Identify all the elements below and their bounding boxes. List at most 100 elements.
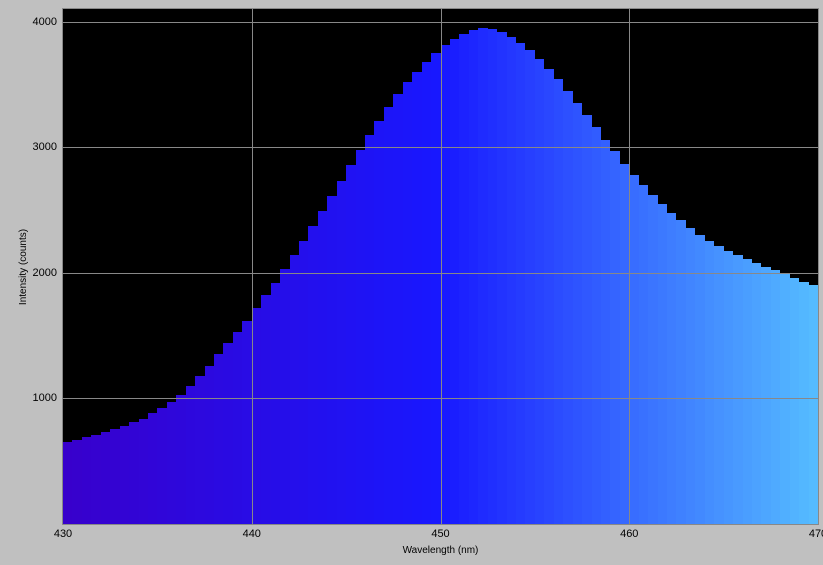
- spectrum-bar: [714, 9, 723, 524]
- spectrum-bar-fill: [242, 321, 251, 524]
- spectrum-bar-fill: [497, 32, 506, 524]
- spectrum-bar: [507, 9, 516, 524]
- grid-vertical: [629, 9, 630, 524]
- spectrum-bar: [318, 9, 327, 524]
- spectrum-bar: [431, 9, 440, 524]
- spectrum-bar-fill: [148, 413, 157, 524]
- y-tick-label: 2000: [33, 267, 57, 279]
- spectrum-bar: [610, 9, 619, 524]
- spectrum-bar-fill: [261, 295, 270, 524]
- spectrum-bar-fill: [327, 196, 336, 524]
- spectrum-bar: [422, 9, 431, 524]
- spectrum-bar-fill: [393, 94, 402, 524]
- spectrum-bar: [620, 9, 629, 524]
- spectrum-bar: [242, 9, 251, 524]
- spectrum-bar-fill: [91, 435, 100, 524]
- spectrum-bar: [299, 9, 308, 524]
- spectrum-bar-fill: [120, 426, 129, 524]
- spectrum-bar-fill: [525, 50, 534, 524]
- spectrum-bar: [63, 9, 72, 524]
- spectrum-bar: [233, 9, 242, 524]
- spectrum-bar-fill: [648, 195, 657, 524]
- x-tick-label: 460: [620, 528, 638, 540]
- spectrum-bar: [516, 9, 525, 524]
- spectrum-bar-fill: [63, 442, 72, 524]
- spectrum-bar-fill: [384, 107, 393, 524]
- spectrum-bar-fill: [563, 91, 572, 524]
- spectrum-bar: [374, 9, 383, 524]
- spectrum-bar: [82, 9, 91, 524]
- spectrum-bar-fill: [535, 59, 544, 524]
- spectrum-bar-fill: [271, 283, 280, 524]
- spectrum-bar: [469, 9, 478, 524]
- spectrum-bar-fill: [658, 204, 667, 524]
- spectrum-bar-fill: [356, 150, 365, 524]
- spectrum-bar-fill: [752, 263, 761, 524]
- spectrum-bar-fill: [110, 429, 119, 524]
- spectrum-bar: [459, 9, 468, 524]
- spectrum-bar-fill: [507, 37, 516, 524]
- spectrum-bar-fill: [318, 211, 327, 524]
- spectrum-bar-fill: [167, 402, 176, 524]
- spectrum-bar: [337, 9, 346, 524]
- spectrum-bar-fill: [695, 235, 704, 524]
- spectrum-bar-fill: [214, 354, 223, 524]
- spectrum-bar-fill: [205, 366, 214, 524]
- spectrum-bar: [167, 9, 176, 524]
- spectrum-bar-fill: [403, 82, 412, 524]
- spectrum-bar-fill: [139, 419, 148, 525]
- spectrum-bar: [450, 9, 459, 524]
- spectrum-bar-fill: [724, 251, 733, 524]
- grid-horizontal: [63, 22, 818, 23]
- spectrum-bar: [582, 9, 591, 524]
- grid-vertical: [441, 9, 442, 524]
- spectrum-bar: [497, 9, 506, 524]
- spectrum-bar-fill: [374, 121, 383, 524]
- spectrum-bar-fill: [72, 440, 81, 524]
- spectrum-bar: [658, 9, 667, 524]
- spectrum-bar: [72, 9, 81, 524]
- spectrum-bar-fill: [337, 181, 346, 524]
- spectrum-bar: [695, 9, 704, 524]
- spectrum-bar: [91, 9, 100, 524]
- grid-vertical: [252, 9, 253, 524]
- spectrum-bar: [129, 9, 138, 524]
- spectrum-bar-fill: [488, 29, 497, 524]
- spectrum-bar-fill: [252, 308, 261, 524]
- spectrum-bar: [478, 9, 487, 524]
- spectrum-chart: 4304404504604701000200030004000 Waveleng…: [0, 0, 823, 565]
- spectrum-bar-fill: [431, 53, 440, 524]
- x-axis-label: Wavelength (nm): [403, 545, 479, 556]
- spectrum-bar: [554, 9, 563, 524]
- grid-horizontal: [63, 273, 818, 274]
- spectrum-bar-fill: [290, 255, 299, 524]
- spectrum-bar: [799, 9, 808, 524]
- y-tick-label: 1000: [33, 392, 57, 404]
- spectrum-bar: [110, 9, 119, 524]
- spectrum-bar-fill: [639, 185, 648, 524]
- spectrum-bar: [261, 9, 270, 524]
- spectrum-bar-fill: [346, 165, 355, 524]
- spectrum-bar: [743, 9, 752, 524]
- spectrum-bar-fill: [705, 241, 714, 524]
- spectrum-bar: [667, 9, 676, 524]
- grid-horizontal: [63, 398, 818, 399]
- spectrum-bar: [176, 9, 185, 524]
- spectrum-bar-fill: [629, 175, 638, 524]
- spectrum-bar: [525, 9, 534, 524]
- spectrum-bar: [733, 9, 742, 524]
- spectrum-bar: [327, 9, 336, 524]
- spectrum-bar: [629, 9, 638, 524]
- spectrum-bar: [809, 9, 818, 524]
- spectrum-bar: [752, 9, 761, 524]
- spectrum-bar-fill: [601, 140, 610, 524]
- spectrum-bar: [601, 9, 610, 524]
- spectrum-bar: [186, 9, 195, 524]
- spectrum-bar-fill: [761, 267, 770, 525]
- spectrum-bar: [271, 9, 280, 524]
- spectrum-bar-fill: [667, 213, 676, 525]
- spectrum-bar-fill: [714, 246, 723, 524]
- x-tick-label: 430: [54, 528, 72, 540]
- spectrum-bar-fill: [544, 69, 553, 524]
- spectrum-bar-fill: [280, 269, 289, 524]
